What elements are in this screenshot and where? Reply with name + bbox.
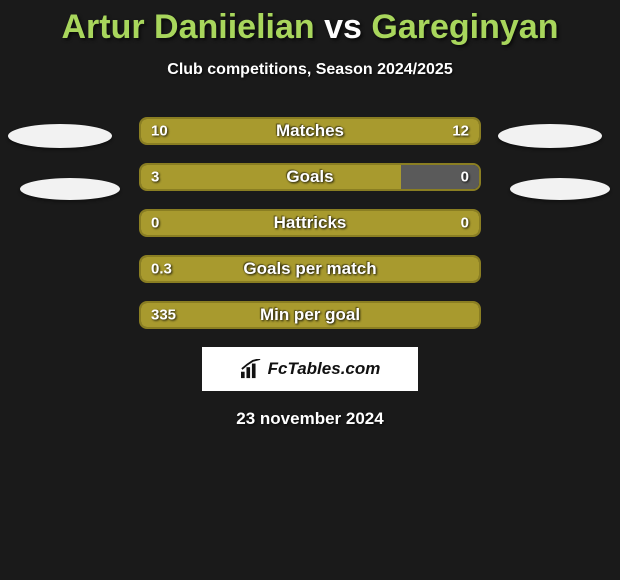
title-player1: Artur Daniielian — [62, 8, 315, 46]
stat-value-left: 0 — [151, 215, 159, 232]
stat-value-left: 0.3 — [151, 261, 172, 278]
comparison-widget: Artur Daniielian vs Gareginyan Club comp… — [0, 0, 620, 580]
source-badge[interactable]: FcTables.com — [202, 347, 418, 391]
badge-text: FcTables.com — [268, 359, 381, 379]
stat-value-right: 0 — [461, 169, 469, 186]
stat-label: Matches — [276, 121, 344, 141]
stat-label: Hattricks — [274, 213, 347, 233]
stat-label: Min per goal — [260, 305, 360, 325]
stat-value-left: 3 — [151, 169, 159, 186]
stat-row: Matches 10 12 — [0, 117, 620, 145]
date-stamp: 23 november 2024 — [0, 409, 620, 429]
stat-bar: Hattricks 0 0 — [139, 209, 481, 237]
stat-value-left: 335 — [151, 307, 176, 324]
stat-label: Goals per match — [243, 259, 376, 279]
stat-value-left: 10 — [151, 123, 168, 140]
stat-bar-left — [141, 165, 401, 189]
stat-label: Goals — [286, 167, 333, 187]
stats-rows: Matches 10 12 Goals 3 0 Hattricks 0 0 Goals per m… — [0, 117, 620, 329]
stat-bar: Goals per match 0.3 — [139, 255, 481, 283]
stat-value-right: 12 — [452, 123, 469, 140]
subtitle: Club competitions, Season 2024/2025 — [0, 61, 620, 79]
page-title: Artur Daniielian vs Gareginyan — [0, 0, 620, 47]
stat-row: Goals per match 0.3 — [0, 255, 620, 283]
title-vs: vs — [324, 8, 362, 46]
stat-value-right: 0 — [461, 215, 469, 232]
stat-row: Goals 3 0 — [0, 163, 620, 191]
stat-bar: Matches 10 12 — [139, 117, 481, 145]
stat-bar: Goals 3 0 — [139, 163, 481, 191]
chart-icon — [240, 359, 262, 379]
stat-row: Hattricks 0 0 — [0, 209, 620, 237]
stat-bar: Min per goal 335 — [139, 301, 481, 329]
stat-row: Min per goal 335 — [0, 301, 620, 329]
title-player2: Gareginyan — [371, 8, 558, 46]
